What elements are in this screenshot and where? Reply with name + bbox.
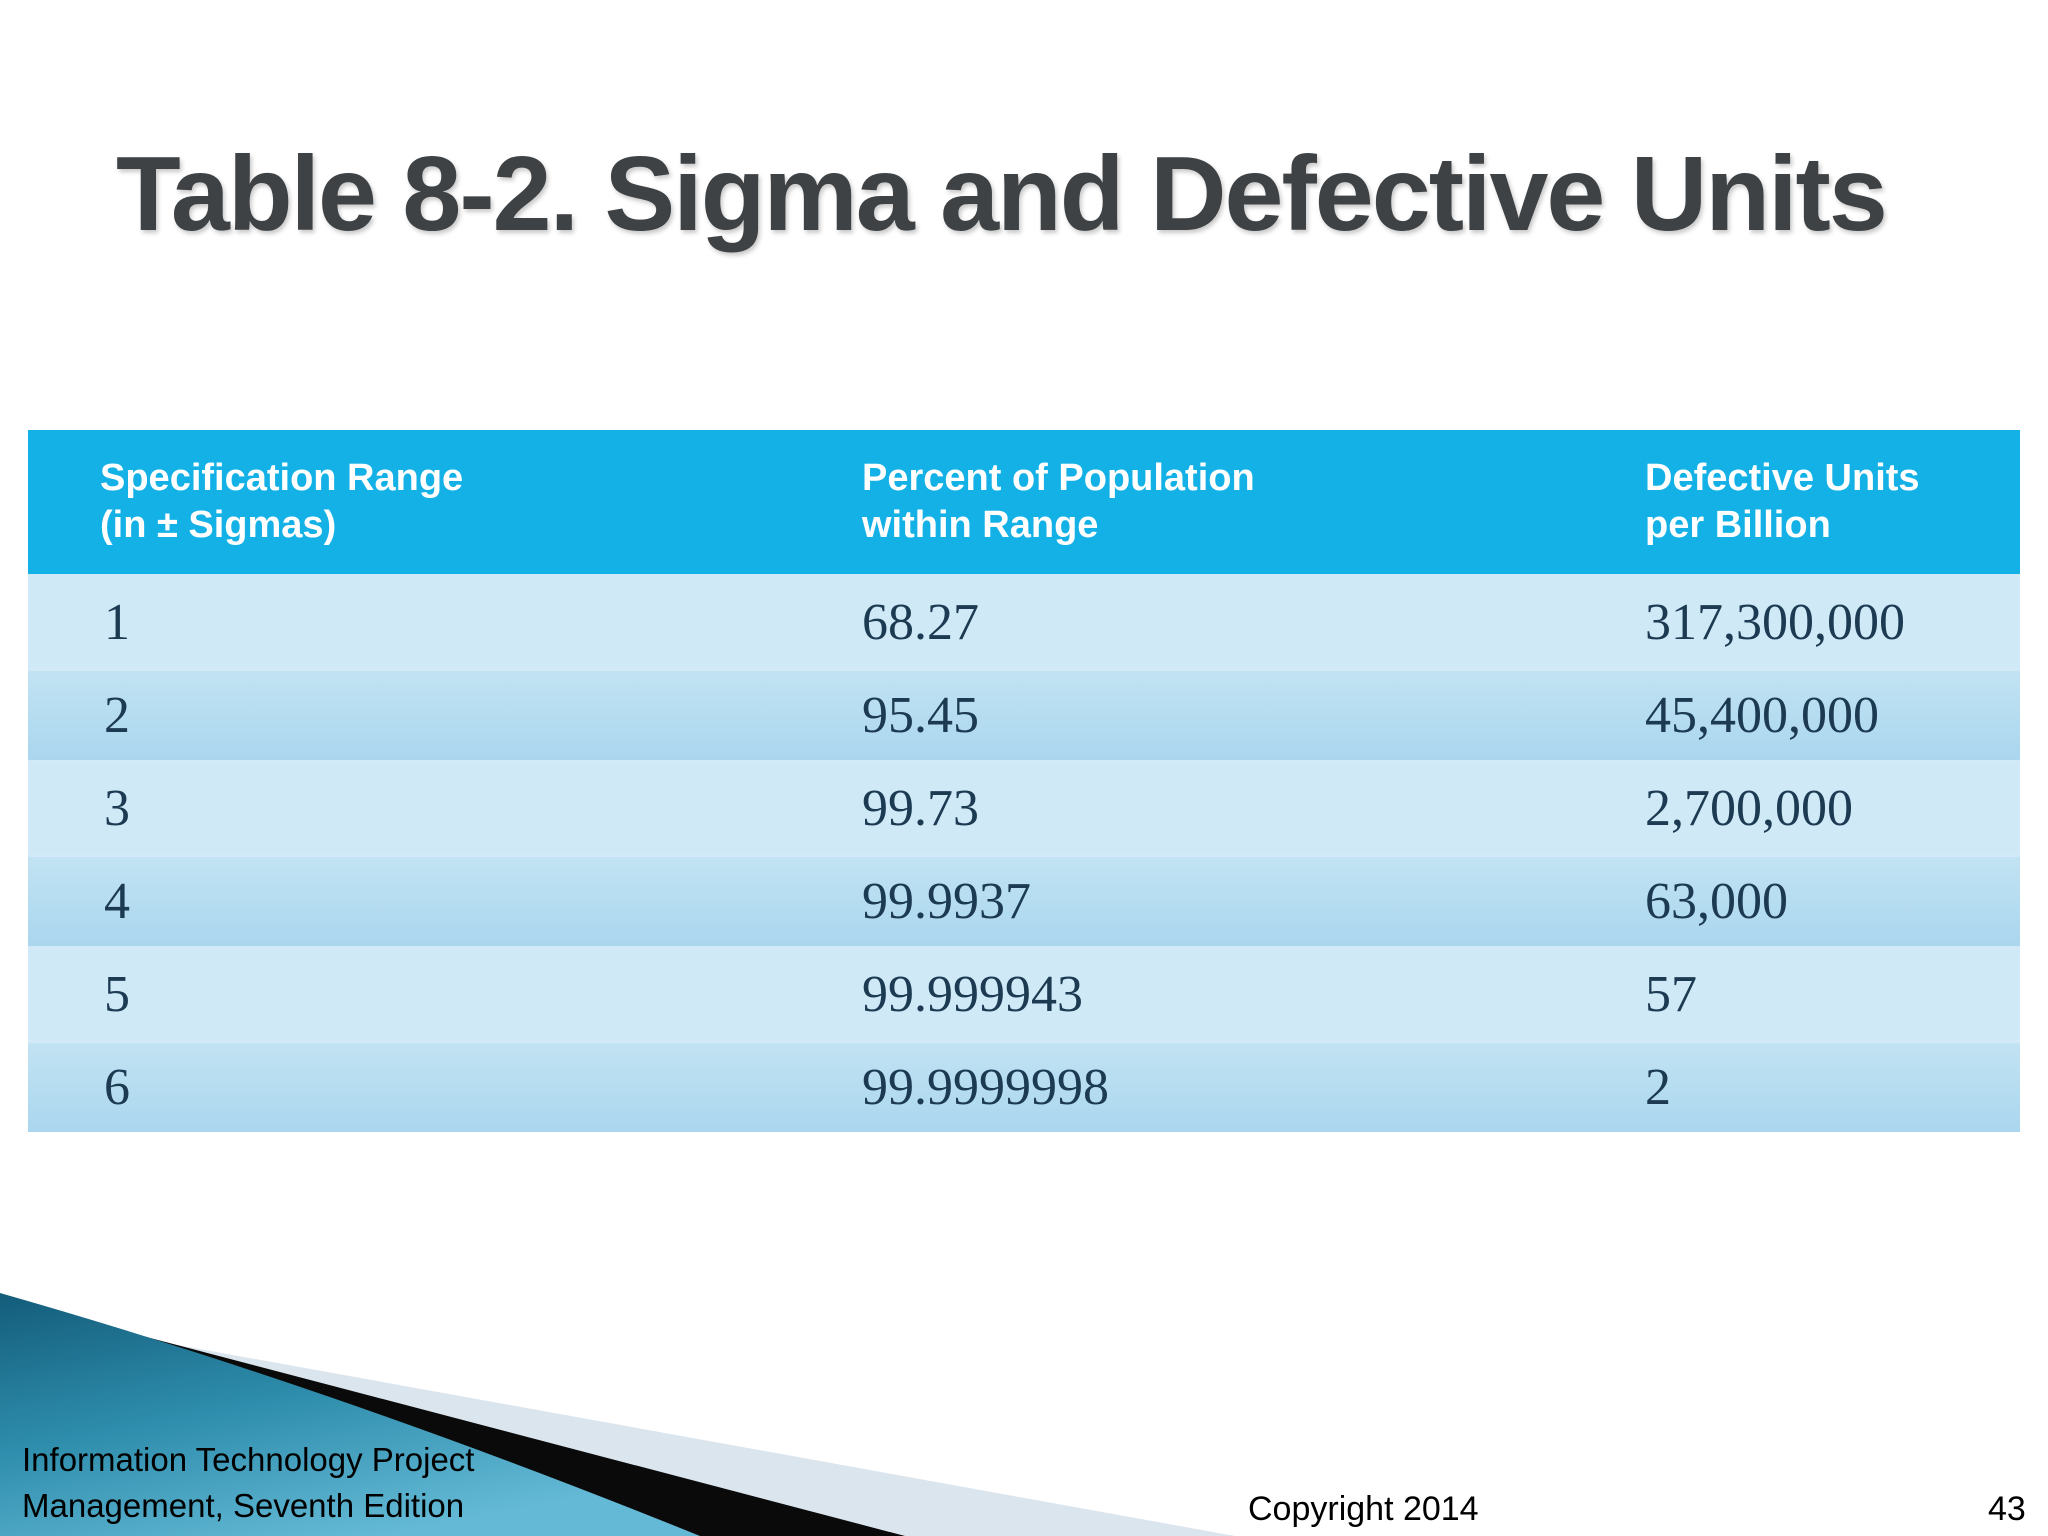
footer-book-title: Information Technology Project Managemen… [22, 1437, 474, 1529]
cell-defects: 63,000 [1645, 873, 1788, 930]
cell-percent: 99.9999998 [862, 1059, 1109, 1116]
cell-percent: 99.999943 [862, 966, 1083, 1023]
cell-sigma: 4 [104, 873, 130, 930]
column-header-line: per Billion [1645, 504, 1831, 546]
corner-swoosh-decoration [0, 1293, 1235, 1536]
column-header-defective-units: Defective Units per Billion [1645, 455, 2020, 549]
cell-defects: 317,300,000 [1645, 594, 1905, 651]
table-row: 1 68.27 317,300,000 [28, 574, 2020, 667]
cell-defects: 45,400,000 [1645, 687, 1879, 744]
column-header-line: (in ± Sigmas) [100, 504, 337, 546]
table-row: 6 99.9999998 2 [28, 1039, 2020, 1132]
cell-sigma: 5 [104, 966, 130, 1023]
column-header-percent-population: Percent of Population within Range [862, 455, 1645, 549]
light-wedge-shape [150, 1340, 1235, 1536]
footer-book-title-line: Management, Seventh Edition [22, 1487, 465, 1524]
slide-title: Table 8-2. Sigma and Defective Units [116, 135, 1888, 253]
column-header-specification-range: Specification Range (in ± Sigmas) [28, 455, 862, 549]
teal-swoosh-shape [0, 1293, 700, 1536]
sigma-defects-table: Specification Range (in ± Sigmas) Percen… [28, 430, 2020, 1132]
cell-percent: 99.73 [862, 780, 979, 837]
footer-copyright: Copyright 2014 [1248, 1490, 1479, 1528]
table-row: 4 99.9937 63,000 [28, 853, 2020, 946]
cell-defects: 57 [1645, 966, 1697, 1023]
table-row: 3 99.73 2,700,000 [28, 760, 2020, 853]
table-header-row: Specification Range (in ± Sigmas) Percen… [28, 430, 2020, 574]
cell-sigma: 1 [104, 594, 130, 651]
cell-defects: 2 [1645, 1059, 1671, 1116]
cell-sigma: 2 [104, 687, 130, 744]
cell-sigma: 3 [104, 780, 130, 837]
cell-sigma: 6 [104, 1059, 130, 1116]
black-stripe-shape [112, 1328, 905, 1536]
cell-percent: 95.45 [862, 687, 979, 744]
column-header-line: Specification Range [100, 457, 464, 499]
column-header-line: within Range [862, 504, 1099, 546]
table-row: 5 99.999943 57 [28, 946, 2020, 1039]
cell-percent: 99.9937 [862, 873, 1031, 930]
cell-percent: 68.27 [862, 594, 979, 651]
page-number: 43 [1988, 1490, 2026, 1528]
footer-book-title-line: Information Technology Project [22, 1441, 475, 1478]
cell-defects: 2,700,000 [1645, 780, 1853, 837]
column-header-line: Percent of Population [862, 457, 1255, 499]
column-header-line: Defective Units [1645, 457, 1920, 499]
table-row: 2 95.45 45,400,000 [28, 667, 2020, 760]
